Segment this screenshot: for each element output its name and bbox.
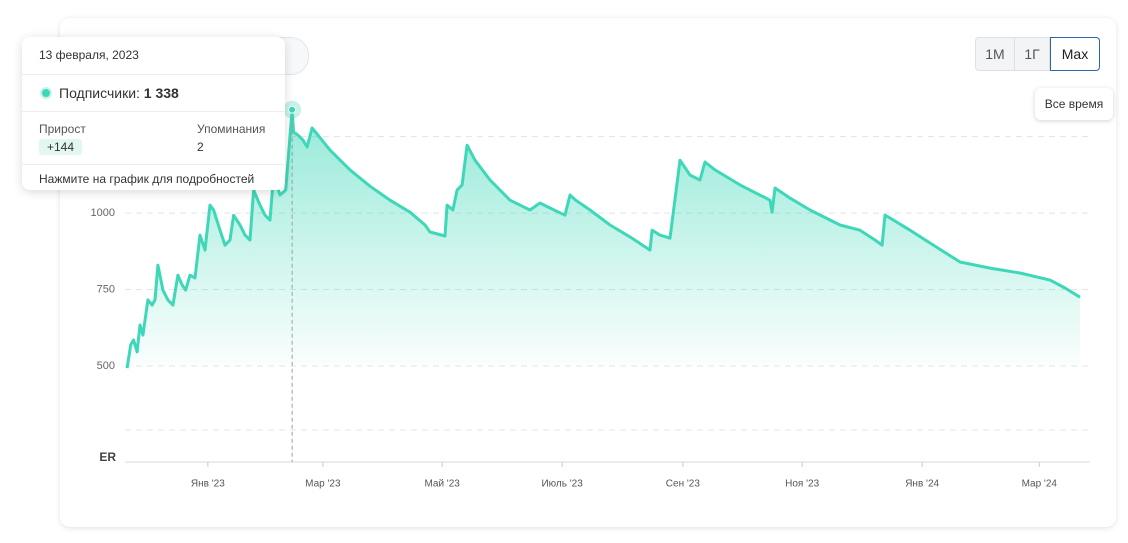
tooltip-hint: Нажмите на график для подробностей bbox=[39, 172, 255, 186]
mentions-value: 2 bbox=[197, 140, 204, 154]
x-tick-label: Мар '23 bbox=[305, 479, 341, 490]
growth-label: Прирост bbox=[39, 122, 86, 136]
range-button[interactable]: 1М bbox=[975, 37, 1015, 71]
tooltip-series: Подписчики: 1 338 bbox=[22, 75, 285, 112]
x-tick-label: Июль '23 bbox=[541, 479, 583, 490]
x-tick-label: Май '23 bbox=[424, 479, 460, 490]
tooltip: 13 февраля, 2023 Подписчики: 1 338 Приро… bbox=[22, 37, 285, 190]
range-buttons: 1М 1Г Max bbox=[975, 37, 1100, 71]
er-label: ER bbox=[99, 450, 116, 464]
growth-value: +144 bbox=[39, 139, 83, 155]
range-button[interactable]: Max bbox=[1050, 37, 1100, 71]
button-hint: Все время bbox=[1035, 88, 1113, 120]
x-tick-label: Янв '24 bbox=[905, 479, 939, 490]
area bbox=[127, 109, 1081, 369]
range-button[interactable]: 1Г bbox=[1015, 37, 1050, 71]
tooltip-date: 13 февраля, 2023 bbox=[22, 37, 285, 75]
y-tick-label: 500 bbox=[97, 360, 115, 372]
series-value: 1 338 bbox=[143, 85, 179, 101]
highlight-point bbox=[288, 105, 297, 114]
y-tick-label: 1000 bbox=[91, 207, 115, 219]
line bbox=[125, 108, 1081, 369]
x-tick-label: Сен '23 bbox=[666, 479, 701, 490]
x-tick-label: Мар '24 bbox=[1022, 479, 1058, 490]
mentions-label: Упоминания bbox=[197, 122, 266, 136]
y-tick-label: 750 bbox=[97, 283, 115, 295]
series-label: Подписчики: bbox=[59, 85, 140, 101]
x-tick-label: Янв '23 bbox=[191, 479, 225, 490]
x-tick-label: Ноя '23 bbox=[785, 479, 819, 490]
tooltip-stats: Прирост +144 Упоминания 2 bbox=[22, 112, 285, 165]
